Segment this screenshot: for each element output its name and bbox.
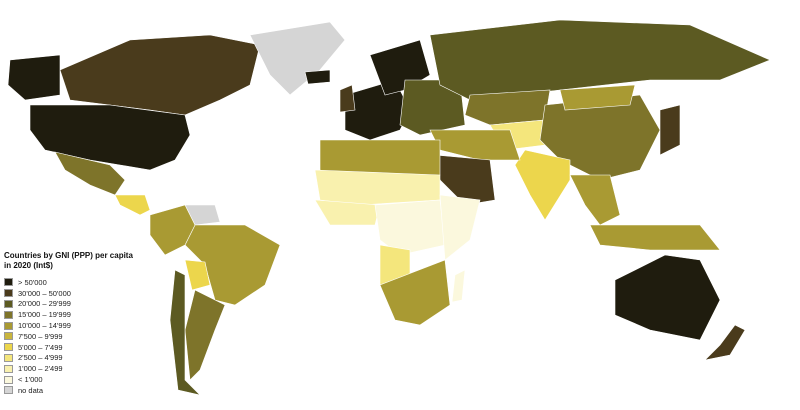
country-australia [614,254,721,341]
legend-label: < 1'000 [18,375,43,385]
country-new-zealand [704,324,746,361]
legend-swatch [4,332,13,341]
legend-swatch [4,299,13,308]
legend-item: 7'500 – 9'999 [4,331,134,342]
country-chile [169,269,201,396]
legend-label: no data [18,385,44,395]
legend-item: 5'000 – 7'499 [4,342,134,353]
legend-item: 2'500 – 4'999 [4,353,134,364]
country-canada [59,34,261,116]
country-west-africa [314,199,381,226]
legend-swatch [4,278,13,287]
legend-item: 10'000 – 14'999 [4,320,134,331]
legend-swatch [4,343,13,352]
country-japan [659,104,681,156]
map-legend: Countries by GNI (PPP) per capita in 202… [4,251,134,396]
legend-item: no data [4,385,134,396]
country-central-america [114,194,151,216]
country-iceland [304,69,331,85]
legend-label: 1'000 – 2'499 [18,364,63,374]
country-central-africa [374,199,446,256]
country-madagascar [451,269,466,303]
legend-swatch [4,321,13,330]
legend-title: Countries by GNI (PPP) per capita in 202… [4,251,133,270]
legend-label: > 50'000 [18,277,47,287]
country-indonesia [589,224,721,251]
legend-swatch [4,375,13,384]
legend-label: 7'500 – 9'999 [18,331,63,341]
legend-label: 10'000 – 14'999 [18,321,71,331]
legend-item: > 50'000 [4,277,134,288]
country-sahel [314,169,441,206]
legend-item: 30'000 – 50'000 [4,288,134,299]
legend-label: 20'000 – 29'999 [18,299,71,309]
country-mongolia [559,84,636,111]
legend-item: < 1'000 [4,374,134,385]
country-greenland [249,21,346,96]
country-bolivia [184,259,211,291]
legend-label: 5'000 – 7'499 [18,342,63,352]
country-southeast-asia [569,174,621,226]
legend-swatch [4,310,13,319]
country-united-states [29,104,191,171]
country-united-kingdom [339,84,356,113]
legend-swatch [4,386,13,395]
country-china [539,94,661,181]
legend-label: 30'000 – 50'000 [18,288,71,298]
legend-swatch [4,353,13,362]
country-alaska [7,54,61,101]
legend-label: 15'000 – 19'999 [18,310,71,320]
country-east-africa [439,194,481,261]
country-russia [429,19,771,101]
legend-label: 2'500 – 4'999 [18,353,63,363]
legend-swatch [4,364,13,373]
country-andean-south-america [149,204,196,256]
country-argentina [184,289,226,381]
legend-item: 15'000 – 19'999 [4,309,134,320]
country-kazakhstan [464,89,551,126]
legend-item: 1'000 – 2'499 [4,363,134,374]
legend-swatch [4,289,13,298]
country-brazil [184,224,281,306]
country-southern-africa [379,259,451,326]
country-india [514,149,571,221]
legend-item: 20'000 – 29'999 [4,299,134,310]
